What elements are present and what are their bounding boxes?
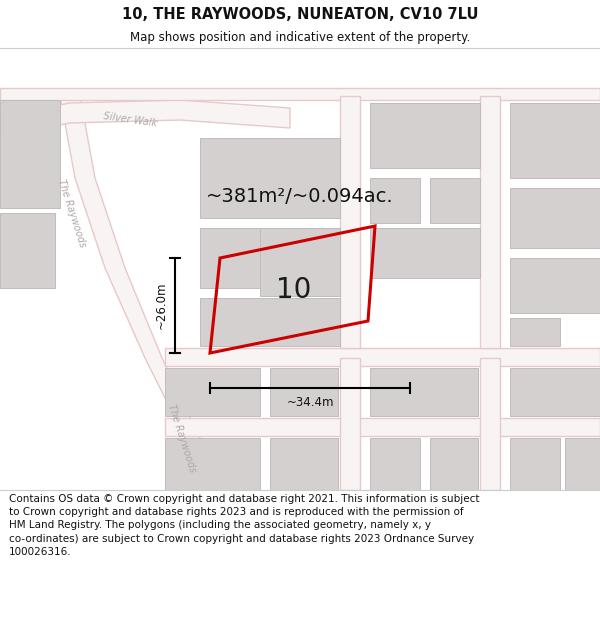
Polygon shape xyxy=(370,103,480,168)
Polygon shape xyxy=(200,138,340,218)
Polygon shape xyxy=(370,438,420,490)
Polygon shape xyxy=(430,178,480,223)
Polygon shape xyxy=(510,438,560,490)
Text: Contains OS data © Crown copyright and database right 2021. This information is : Contains OS data © Crown copyright and d… xyxy=(9,494,479,557)
Polygon shape xyxy=(165,348,600,366)
Polygon shape xyxy=(60,96,228,490)
Polygon shape xyxy=(565,438,600,490)
Polygon shape xyxy=(260,228,340,296)
Polygon shape xyxy=(510,368,600,416)
Polygon shape xyxy=(0,100,60,208)
Polygon shape xyxy=(200,298,340,346)
Text: ~34.4m: ~34.4m xyxy=(286,396,334,409)
Polygon shape xyxy=(510,318,560,346)
Text: Silver Walk: Silver Walk xyxy=(103,111,157,129)
Text: 10: 10 xyxy=(275,276,311,304)
Polygon shape xyxy=(340,96,360,348)
Polygon shape xyxy=(165,368,260,416)
Polygon shape xyxy=(340,358,360,490)
Polygon shape xyxy=(165,418,600,436)
Polygon shape xyxy=(0,88,600,100)
Text: 10, THE RAYWOODS, NUNEATON, CV10 7LU: 10, THE RAYWOODS, NUNEATON, CV10 7LU xyxy=(122,7,478,22)
Text: The Raywoods: The Raywoods xyxy=(56,177,88,248)
Polygon shape xyxy=(510,103,600,178)
Text: Map shows position and indicative extent of the property.: Map shows position and indicative extent… xyxy=(130,31,470,44)
Polygon shape xyxy=(0,213,55,288)
Polygon shape xyxy=(370,178,420,223)
Polygon shape xyxy=(480,358,500,490)
Polygon shape xyxy=(0,100,290,136)
Polygon shape xyxy=(165,438,260,490)
Polygon shape xyxy=(510,258,600,313)
Text: ~26.0m: ~26.0m xyxy=(155,282,167,329)
Polygon shape xyxy=(270,438,338,490)
Polygon shape xyxy=(370,228,480,278)
Polygon shape xyxy=(200,228,260,288)
Polygon shape xyxy=(370,368,478,416)
Text: The Raywoods: The Raywoods xyxy=(166,402,198,473)
Polygon shape xyxy=(480,96,500,348)
Text: ~381m²/~0.094ac.: ~381m²/~0.094ac. xyxy=(206,186,394,206)
Polygon shape xyxy=(510,188,600,248)
Polygon shape xyxy=(270,368,338,416)
Polygon shape xyxy=(430,438,478,490)
